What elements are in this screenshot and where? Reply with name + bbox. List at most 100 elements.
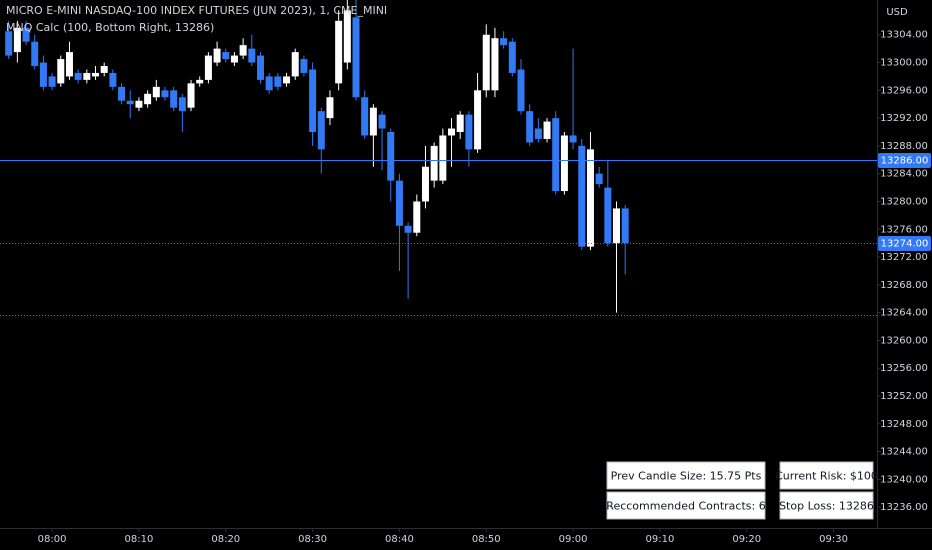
y-tick-label: 13264.00 — [880, 308, 928, 319]
candle-body — [343, 10, 351, 63]
candle-body — [578, 145, 586, 247]
info-cell-background — [606, 461, 766, 490]
chart-title: MICRO E-MINI NASDAQ-100 INDEX FUTURES (J… — [6, 4, 387, 17]
candle-body — [300, 59, 308, 73]
y-tick-label: 13240.00 — [880, 474, 928, 485]
candle-body — [317, 111, 325, 150]
info-cell: Current Risk: $100 — [775, 461, 878, 490]
candle-body — [413, 201, 421, 233]
candle-body — [534, 128, 542, 139]
info-cell: Stop Loss: 13286 — [779, 491, 874, 520]
candle-body — [526, 111, 534, 143]
candle-body — [352, 17, 360, 98]
y-tick-label: 13288.00 — [880, 141, 928, 152]
candle-body — [595, 173, 603, 185]
candle-body — [65, 52, 73, 77]
candle-body — [430, 145, 438, 181]
candle-body — [404, 225, 412, 233]
candle-body — [248, 48, 256, 63]
x-tick-label: 08:20 — [211, 534, 240, 545]
candle-body — [508, 41, 516, 73]
y-tick-label: 13296.00 — [880, 85, 928, 96]
x-tick-label: 08:00 — [38, 534, 67, 545]
candle-body — [456, 114, 464, 132]
candle-body — [5, 31, 13, 56]
y-tick-label: 13244.00 — [880, 447, 928, 458]
candle-body — [291, 52, 299, 77]
info-cell-text: Stop Loss: 13286 — [779, 500, 874, 513]
candle-body — [395, 180, 403, 226]
candle-body — [500, 38, 508, 46]
candle-body — [161, 90, 169, 98]
y-tick-label: 13268.00 — [880, 280, 928, 291]
y-tick-label: 13248.00 — [880, 419, 928, 430]
y-tick-label: 13304.00 — [880, 30, 928, 41]
candle-body — [222, 52, 230, 60]
x-tick-label: 09:10 — [646, 534, 675, 545]
candle-body — [265, 76, 273, 91]
candle-body — [543, 121, 551, 139]
candle-body — [560, 135, 568, 192]
info-cell-background — [779, 461, 874, 490]
candle-body — [178, 97, 186, 112]
candle-body — [621, 208, 629, 244]
y-tick-label: 13236.00 — [880, 502, 928, 513]
candle-body — [213, 48, 221, 63]
candle-body — [196, 79, 204, 84]
candle-body — [378, 114, 386, 129]
candle-body — [482, 34, 490, 91]
price-label: 13274.00 — [881, 239, 929, 250]
plot-area — [5, 0, 629, 313]
candle-body — [152, 86, 160, 98]
info-cell: Prev Candle Size: 15.75 Pts — [606, 461, 766, 490]
price-label-background — [878, 236, 931, 251]
candle-body — [613, 208, 621, 244]
candle-body — [517, 69, 525, 112]
candle-body — [421, 166, 429, 202]
x-tick-label: 09:00 — [559, 534, 588, 545]
candle-body — [491, 38, 499, 91]
candle-body — [604, 187, 612, 244]
candle-body — [335, 20, 343, 84]
candle-body — [274, 76, 282, 87]
candle-body — [109, 72, 117, 87]
candle-body — [170, 90, 178, 108]
candle-body — [569, 135, 577, 143]
candle-body — [230, 55, 238, 63]
candle-body — [135, 100, 143, 108]
candle-body — [326, 97, 334, 119]
candle-body — [439, 135, 447, 181]
y-tick-label: 13292.00 — [880, 113, 928, 124]
candle-body — [586, 149, 594, 247]
candle-body — [474, 90, 482, 150]
y-tick-label: 13276.00 — [880, 224, 928, 235]
candle-body — [239, 45, 247, 56]
info-cell-background — [779, 491, 874, 520]
candle-body — [465, 114, 473, 150]
price-label-background — [878, 153, 931, 168]
candle-body — [92, 72, 100, 77]
x-tick-label: 08:50 — [472, 534, 501, 545]
candle-body — [256, 55, 264, 80]
candle-body — [144, 93, 152, 105]
candle-body — [309, 69, 317, 132]
candle-body — [283, 76, 291, 84]
candle-body — [31, 41, 39, 66]
candle-body — [39, 62, 47, 87]
candle-body — [118, 86, 126, 101]
y-tick-label: 13260.00 — [880, 335, 928, 346]
candle-body — [448, 128, 456, 136]
candle-body — [369, 107, 377, 136]
y-tick-label: 13256.00 — [880, 363, 928, 374]
candle-body — [361, 97, 369, 136]
price-label: 13286.00 — [881, 156, 929, 167]
info-cell-text: Reccommended Contracts: 6 — [606, 500, 765, 513]
indicator-label: MNQ Calc (100, Bottom Right, 13286) — [6, 21, 214, 34]
candle-body — [552, 118, 560, 192]
x-tick-label: 09:20 — [732, 534, 761, 545]
info-cell-text: Prev Candle Size: 15.75 Pts — [611, 470, 762, 483]
candle-body — [187, 83, 195, 108]
candle-body — [57, 59, 65, 84]
x-tick-label: 08:10 — [125, 534, 154, 545]
